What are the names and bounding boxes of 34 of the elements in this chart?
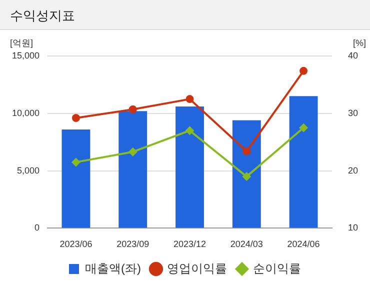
point xyxy=(242,147,251,156)
point xyxy=(299,123,308,132)
legend-label: 매출액(좌) xyxy=(85,261,142,276)
y-tick-label: 0 xyxy=(34,222,40,233)
bar xyxy=(289,96,318,228)
x-tick-label: 2023/09 xyxy=(116,239,150,250)
y2-axis-title: [%] xyxy=(352,38,366,48)
point xyxy=(300,66,308,75)
y2-tick-label: 10 xyxy=(348,222,358,233)
legend-label: 순이익률 xyxy=(252,261,301,276)
y2-tick-label: 20 xyxy=(348,165,358,176)
point xyxy=(128,105,137,114)
y-tick-label: 5,000 xyxy=(16,165,40,176)
legend-label: 영업이익률 xyxy=(166,261,227,276)
y2-tick-label: 30 xyxy=(348,108,358,118)
bar xyxy=(62,129,90,228)
bar xyxy=(176,106,204,228)
y-axis-title: [억원] xyxy=(10,38,34,48)
x-tick-label: 2023/12 xyxy=(173,239,206,250)
chart-title: 수익성지표 xyxy=(0,0,370,30)
bar xyxy=(118,111,148,228)
point xyxy=(72,114,80,122)
point xyxy=(185,126,194,136)
y-tick-label: 10,000 xyxy=(12,108,40,118)
x-tick-label: 2023/06 xyxy=(60,239,92,250)
point xyxy=(71,158,80,167)
point xyxy=(186,95,194,104)
point xyxy=(242,172,252,182)
x-tick-label: 2024/06 xyxy=(287,239,320,250)
y-tick-label: 15,000 xyxy=(12,50,40,60)
bar xyxy=(232,120,261,228)
point xyxy=(128,147,138,156)
x-tick-label: 2024/03 xyxy=(230,239,263,250)
y2-tick-label: 40 xyxy=(348,50,358,60)
